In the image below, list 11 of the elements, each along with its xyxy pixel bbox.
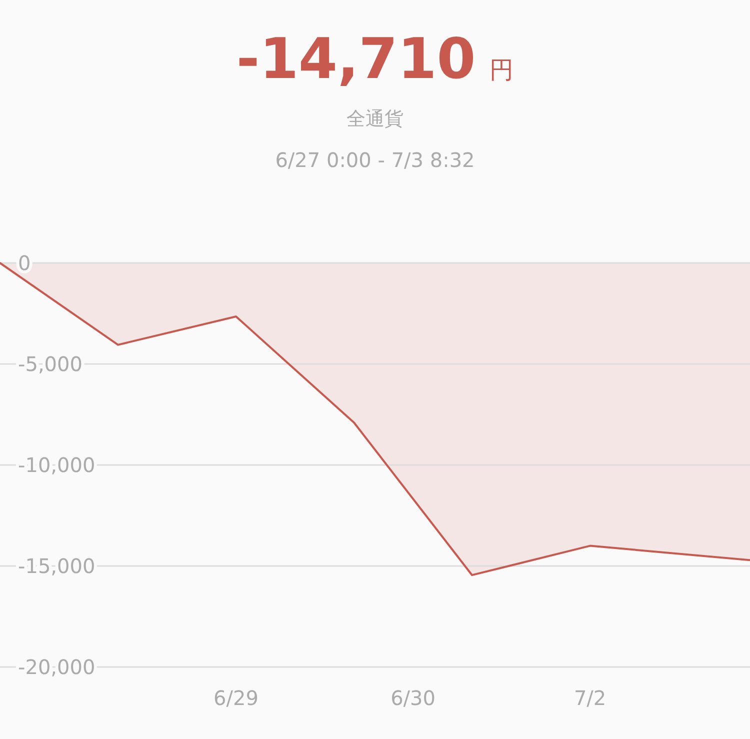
title: -14,710 円 <box>236 27 514 92</box>
y-tick-label: -10,000 <box>18 453 96 477</box>
text: 6/27 0:00 - 7/3 8:32 <box>275 148 475 172</box>
x-tick-label: 6/30 <box>390 686 436 710</box>
chart-subtitle: 全通貨 <box>346 108 404 130</box>
y-tick-label: -20,000 <box>18 655 96 679</box>
y-tick-label: -5,000 <box>18 352 82 376</box>
x-tick-label: 7/2 <box>574 686 606 710</box>
y-tick-label: -15,000 <box>18 554 96 578</box>
x-tick-label: 6/29 <box>214 686 258 710</box>
y-tick-label: 0 <box>18 251 31 275</box>
